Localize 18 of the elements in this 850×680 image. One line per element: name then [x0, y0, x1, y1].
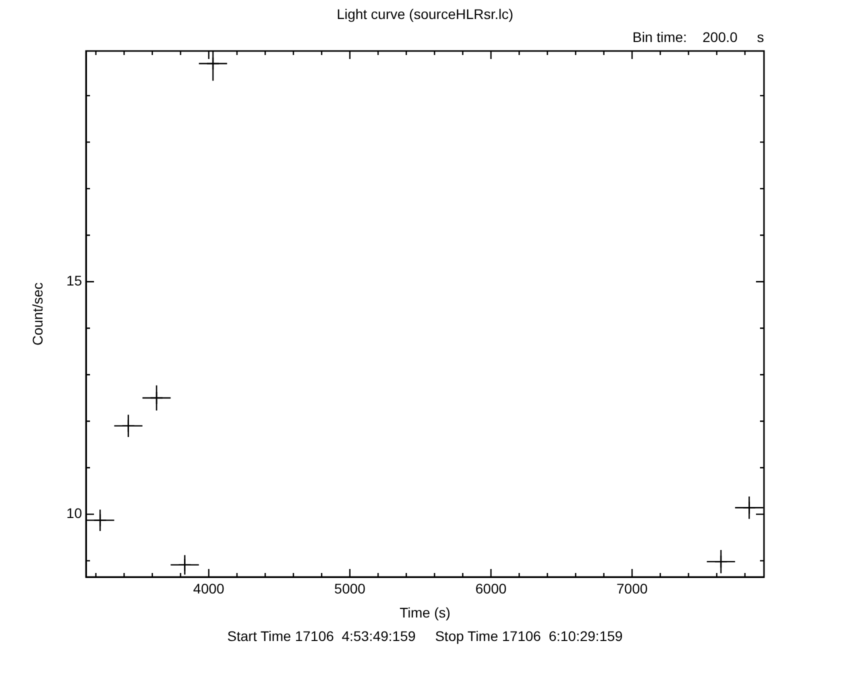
point	[150, 391, 164, 405]
x-tick-label: 7000	[616, 580, 648, 596]
point	[206, 56, 220, 70]
text: Bin time: 200.0 s	[632, 29, 764, 45]
text: Start Time 17106 4:53:49:159 Stop Time 17106 6:10:29:159	[226, 628, 624, 644]
y-tick-label: 10	[66, 505, 82, 522]
x-tick-label: 5000	[334, 580, 366, 596]
point	[178, 558, 192, 572]
y-axis-title: Count/sec	[29, 282, 46, 346]
point	[93, 514, 107, 527]
chart-title: Light curve (sourceHLRsr.lc)	[336, 6, 514, 22]
point	[714, 555, 728, 568]
x-axis-title: Time (s)	[400, 604, 450, 620]
point	[742, 501, 756, 514]
x-tick-label: 4000	[193, 580, 225, 596]
x-tick-label: 6000	[475, 580, 507, 596]
point	[122, 419, 135, 432]
y-tick-label: 15	[66, 272, 82, 289]
